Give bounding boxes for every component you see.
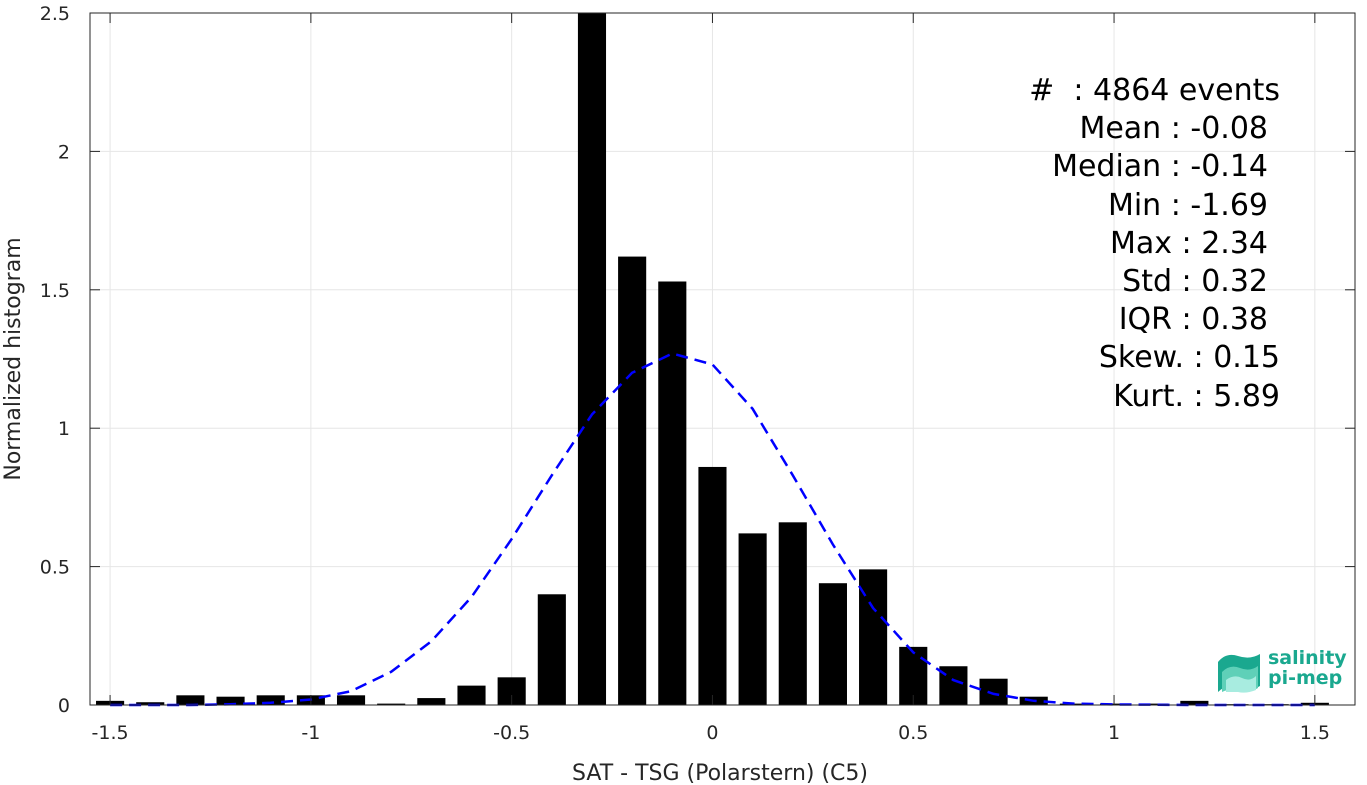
histogram-bar xyxy=(1140,703,1169,705)
logo-text: salinity pi-mep xyxy=(1268,648,1347,688)
stat-label: Max xyxy=(1109,225,1182,261)
histogram-bar xyxy=(176,695,205,705)
x-tick-label: -0.5 xyxy=(493,722,530,744)
stat-value: : 0.38 xyxy=(1181,302,1268,338)
x-axis-label: SAT - TSG (Polarstern) (C5) xyxy=(572,761,868,785)
stat-value: : 0.15 xyxy=(1193,340,1280,376)
histogram-bar xyxy=(618,256,647,705)
stat-min: Min : -1.69 xyxy=(900,187,1280,225)
histogram-bar xyxy=(738,533,767,705)
histogram-bar xyxy=(1180,700,1209,705)
statistics-panel: # : 4864 events Mean : -0.08 Median : -0… xyxy=(900,72,1280,416)
stat-label: Median xyxy=(1052,149,1171,185)
x-tick-label: 1 xyxy=(1108,722,1120,744)
histogram-bar xyxy=(216,696,245,705)
x-tick-label: -1 xyxy=(301,722,320,744)
axes-frame xyxy=(89,12,1356,706)
histogram-bar xyxy=(417,698,446,705)
logo-line-1: salinity xyxy=(1268,647,1347,669)
wave-logo-icon xyxy=(1218,654,1260,693)
tick-labels: -1.5 -1 -0.5 0 0.5 1 1.5 0 0.5 1 1.5 2 2.5 xyxy=(40,3,1330,744)
stat-value: : 5.89 xyxy=(1193,378,1280,414)
logo-line-2: pi-mep xyxy=(1268,667,1343,689)
histogram-bar xyxy=(377,703,406,705)
x-tick-label: 0 xyxy=(706,722,718,744)
stat-label: # xyxy=(1029,73,1074,108)
x-tick-label: 0.5 xyxy=(898,722,928,744)
y-tick-label: 0.5 xyxy=(40,557,70,579)
x-tick-label: 1.5 xyxy=(1300,722,1330,744)
stat-value: : 2.34 xyxy=(1181,225,1268,261)
histogram-bar xyxy=(818,583,847,705)
histogram-bar xyxy=(256,695,285,705)
stat-mean: Mean : -0.08 xyxy=(900,110,1280,148)
stat-value: : 0.32 xyxy=(1181,264,1268,300)
stat-skew: Skew. : 0.15 xyxy=(900,339,1280,377)
histogram-bars xyxy=(96,13,1329,705)
histogram-bar xyxy=(136,702,165,705)
stat-value: : -1.69 xyxy=(1170,187,1268,223)
histogram-bar xyxy=(698,466,727,705)
histogram-bar xyxy=(336,695,366,705)
stat-events: # : 4864 events xyxy=(900,72,1280,110)
stat-value: : 4864 events xyxy=(1073,73,1280,108)
y-tick-label: 0 xyxy=(58,695,70,717)
stat-std: Std : 0.32 xyxy=(900,263,1280,301)
salinity-pimep-logo: salinity pi-mep xyxy=(1216,646,1347,696)
x-tick-label: -1.5 xyxy=(92,722,129,744)
stat-label: Std xyxy=(1122,264,1182,300)
histogram-bar xyxy=(537,594,566,705)
histogram-bar xyxy=(859,569,888,705)
stat-value: : -0.14 xyxy=(1170,149,1268,185)
histogram-bar xyxy=(457,685,486,705)
y-tick-label: 1 xyxy=(58,418,70,440)
y-tick-label: 1.5 xyxy=(40,280,70,302)
stat-label: IQR xyxy=(1118,302,1182,338)
y-axis-label: Normalized histogram xyxy=(1,237,26,480)
stat-kurt: Kurt. : 5.89 xyxy=(900,378,1280,416)
stat-label: Skew. xyxy=(1098,340,1194,376)
histogram-bar xyxy=(778,522,807,705)
histogram-bar xyxy=(577,13,607,705)
plot-frame xyxy=(89,12,1356,706)
y-tick-label: 2 xyxy=(58,141,70,163)
stat-label: Mean xyxy=(1079,111,1171,147)
stat-max: Max : 2.34 xyxy=(900,225,1280,263)
stat-label: Min xyxy=(1107,187,1171,223)
stat-value: : -0.08 xyxy=(1170,111,1268,147)
y-tick-label: 2.5 xyxy=(40,3,70,25)
stat-iqr: IQR : 0.38 xyxy=(900,301,1280,339)
histogram-bar xyxy=(658,281,687,705)
histogram-bar xyxy=(979,678,1008,705)
stat-label: Kurt. xyxy=(1113,378,1194,414)
stat-median: Median : -0.14 xyxy=(900,148,1280,186)
